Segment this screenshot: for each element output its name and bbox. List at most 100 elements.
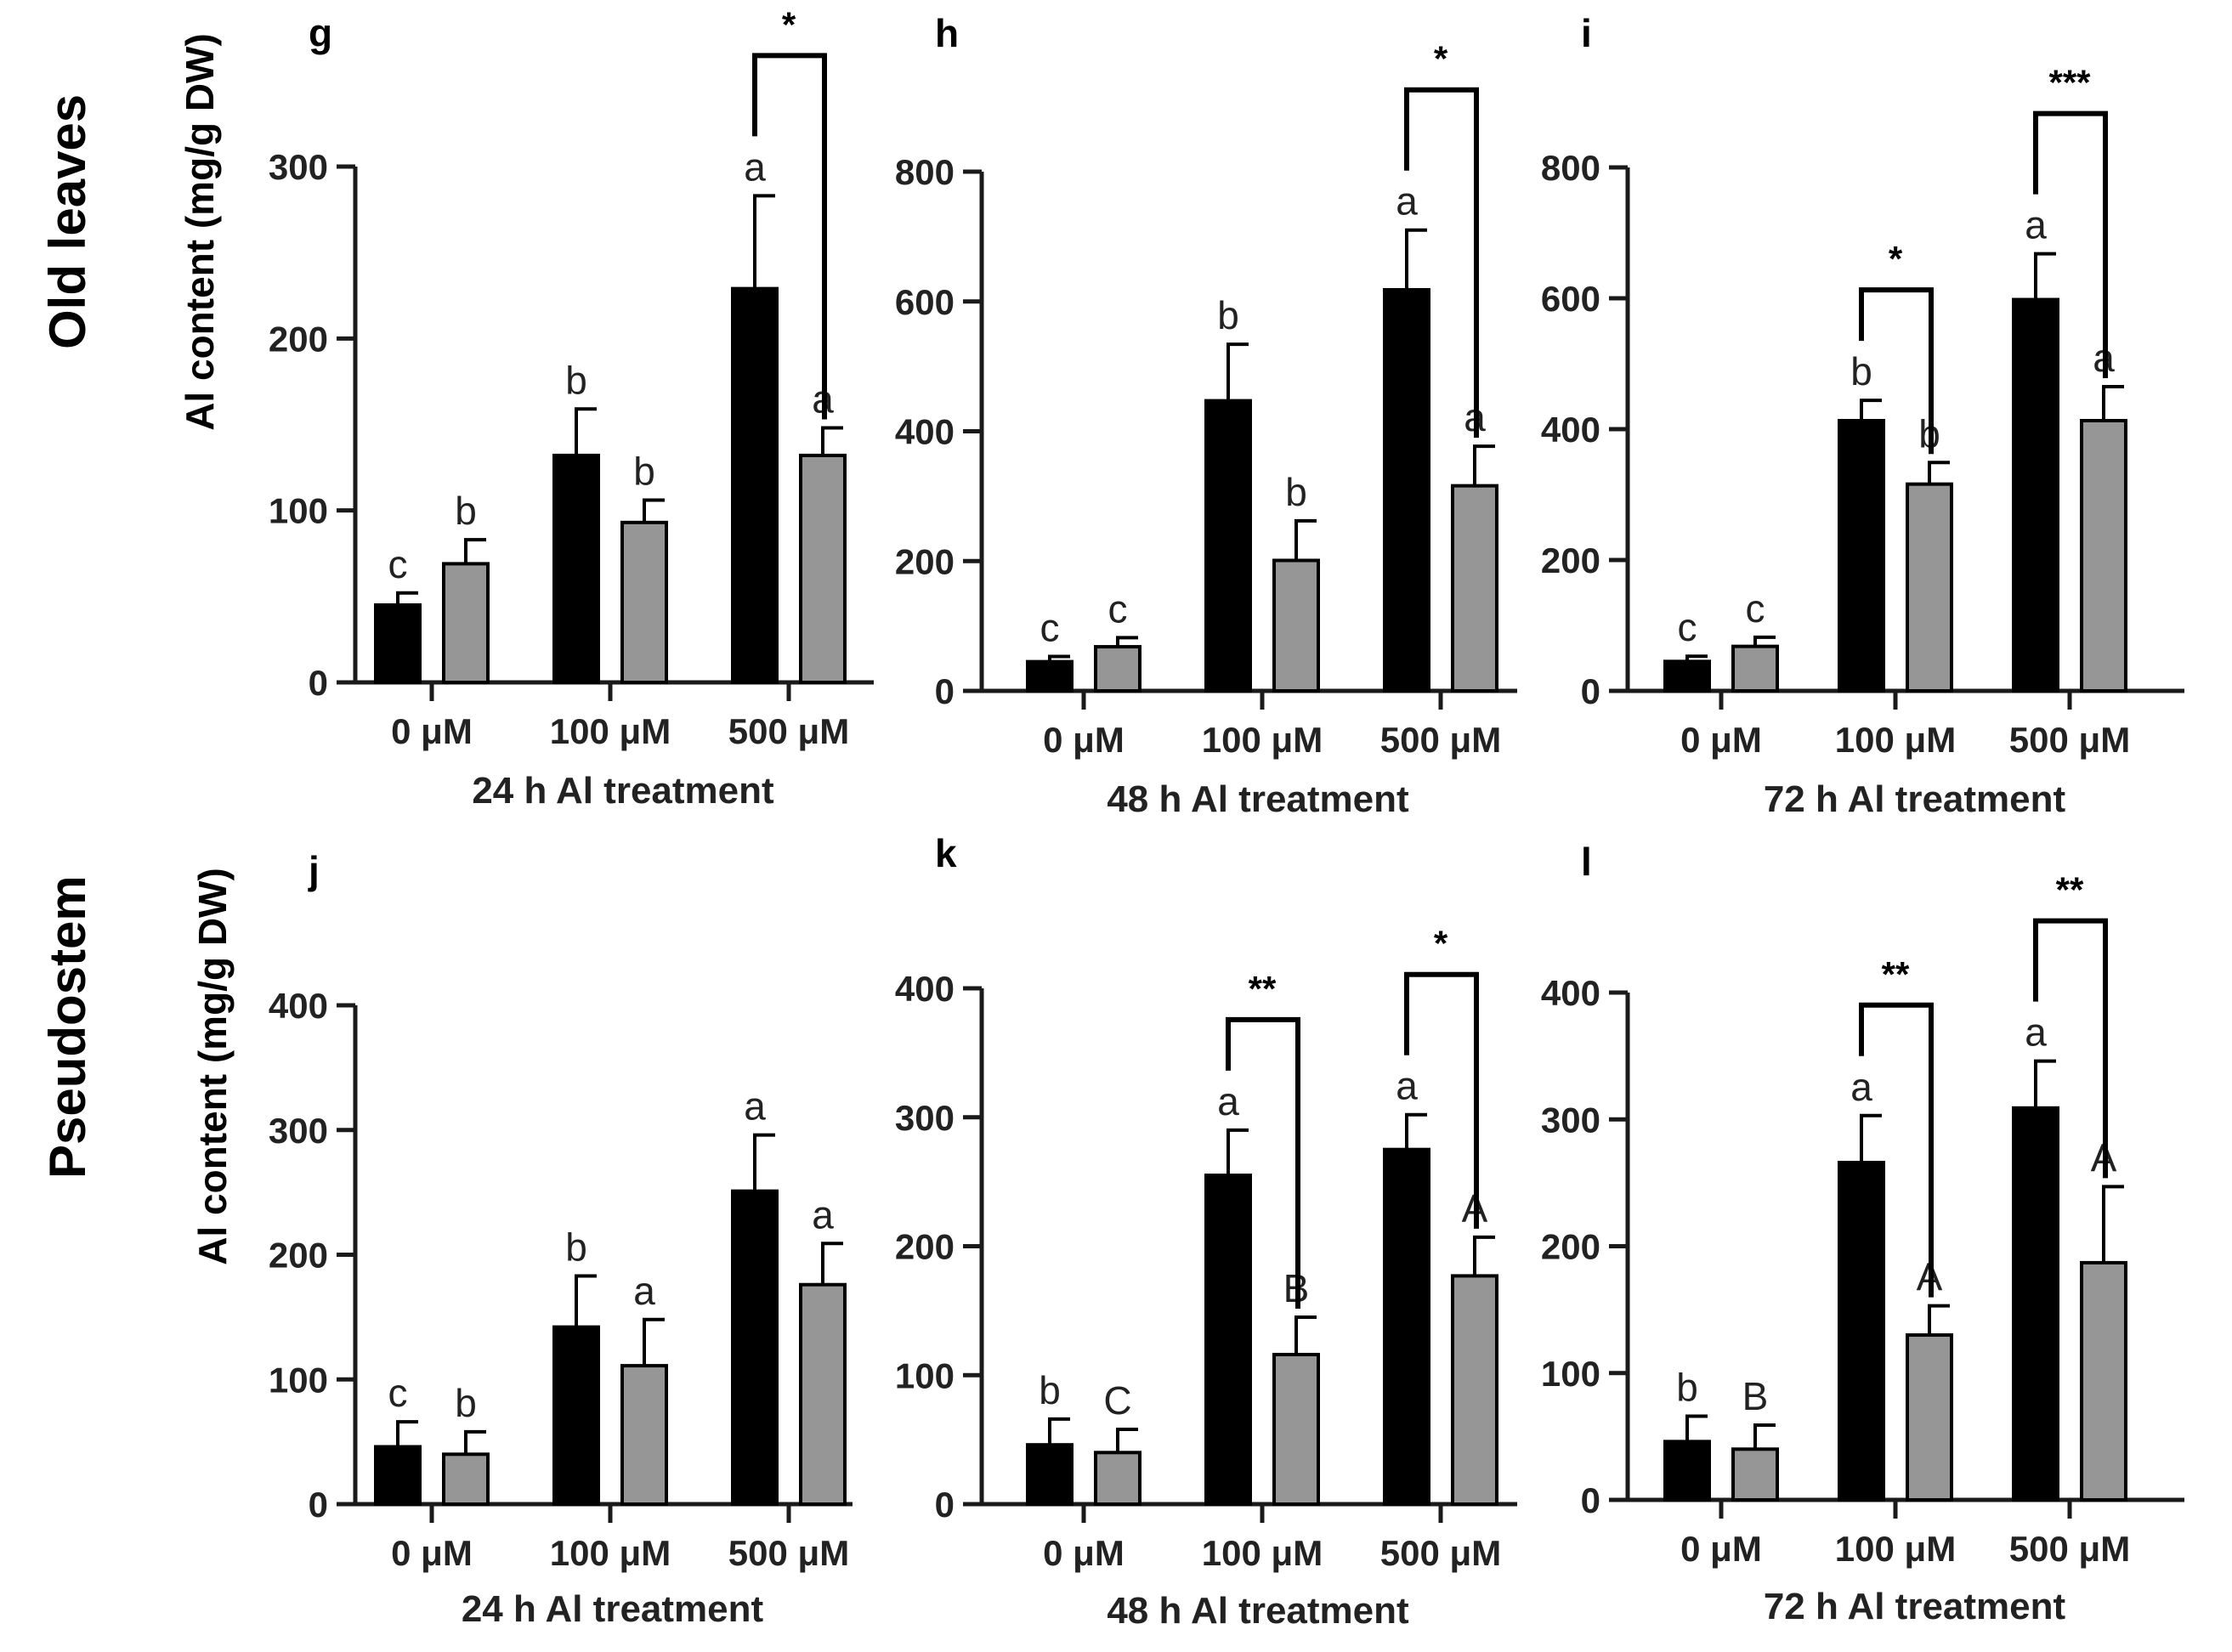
panel-h-bar-1-1 [1272, 558, 1320, 693]
panel-k-x-axis-title: 48 h Al treatment [1107, 1590, 1409, 1632]
panel-l-sig-letter-0-2: a [2025, 1010, 2047, 1055]
panel-j-bar-0-1 [552, 1325, 600, 1506]
panel-l-bar-1-1 [1906, 1332, 1953, 1502]
panel-h-bar-0-0 [1026, 659, 1074, 693]
panel-i-bracket-0 [1859, 287, 1934, 455]
panel-h-bracket-label-0: * [1434, 39, 1448, 79]
panel-i-x-tick-label-0: 0 μM [1680, 720, 1762, 760]
panel-l-sig-letter-1-0: B [1742, 1374, 1769, 1418]
panel-l-bracket-label-1: ** [2056, 870, 2084, 910]
panel-k-sig-letter-0-1: a [1217, 1079, 1239, 1123]
panel-i-bracket-label-1: *** [2048, 63, 2091, 103]
panel-h-sig-letter-1-0: c [1108, 586, 1128, 631]
panel-j-letter: j [308, 848, 320, 892]
panel-j-sig-letter-0-2: a [744, 1084, 766, 1129]
panel-h-x-tick-label-2: 500 μM [1380, 720, 1501, 760]
panel-i-letter: i [1581, 11, 1592, 55]
panel-h-sig-letter-0-0: c [1040, 606, 1060, 650]
panel-l-bar-1-0 [1731, 1447, 1779, 1502]
panel-l-letter: l [1581, 840, 1592, 884]
panel-g-x-tick-label-2: 500 μM [728, 711, 849, 751]
panel-l-x-tick-label-0: 0 μM [1680, 1529, 1762, 1569]
panel-j-sig-letter-0-0: c [388, 1371, 408, 1415]
panel-h-y-tick-label-2: 400 [895, 412, 955, 452]
panel-g-bar-0-1 [552, 453, 600, 684]
panel-k-sig-letter-1-0: C [1103, 1378, 1131, 1423]
panel-g-x-tick-label-0: 0 μM [391, 711, 473, 751]
panel-j-sig-letter-1-0: b [455, 1381, 477, 1425]
panel-l-sig-letter-0-0: b [1676, 1365, 1698, 1409]
panel-l-y-tick-label-0: 0 [1581, 1480, 1600, 1520]
panel-i-x-axis-title: 72 h Al treatment [1764, 778, 2066, 820]
panel-h-x-axis-title: 48 h Al treatment [1107, 778, 1409, 820]
panel-k-bar-0-1 [1204, 1174, 1252, 1506]
panel-h-y-tick-label-3: 600 [895, 282, 955, 322]
panel-h-y-tick-label-1: 200 [895, 541, 955, 581]
panel-h-y-tick-label-0: 0 [935, 671, 955, 711]
panel-h-y-tick-label-4: 800 [895, 152, 955, 192]
panel-k-bracket-label-1: * [1434, 924, 1448, 964]
panel-i-bar-1-0 [1731, 644, 1779, 693]
panel-g-sig-letter-0-2: a [744, 144, 766, 189]
panel-g-y-tick-label-3: 300 [269, 147, 328, 187]
panel-i-bar-1-2 [2080, 418, 2127, 693]
panel-h-bar-1-0 [1094, 645, 1141, 693]
panel-k-y-tick-label-4: 400 [895, 969, 955, 1009]
panel-h-sig-letter-1-1: b [1285, 470, 1307, 514]
panel-l-bar-0-1 [1838, 1160, 1885, 1502]
panel-k-y-tick-label-2: 200 [895, 1227, 955, 1267]
panel-j-y-tick-label-2: 200 [269, 1236, 328, 1276]
panel-i-sig-letter-0-2: a [2025, 203, 2047, 247]
panel-h-letter: h [935, 11, 959, 55]
panel-g-y-tick-label-1: 100 [269, 491, 328, 531]
panel-j-sig-letter-1-2: a [812, 1192, 834, 1236]
panel-l-y-tick-label-3: 300 [1541, 1100, 1600, 1140]
panel-l-x-tick-label-2: 500 μM [2009, 1529, 2130, 1569]
panel-g-bar-0-0 [374, 603, 422, 685]
panel-k-y-tick-label-1: 100 [895, 1355, 955, 1395]
panel-l-bar-0-2 [2012, 1106, 2059, 1502]
panel-i-y-tick-label-4: 800 [1541, 148, 1600, 188]
panel-k-x-tick-label-0: 0 μM [1043, 1533, 1124, 1573]
panel-h-bar-1-2 [1451, 484, 1498, 693]
panel-i-bar-0-2 [2012, 297, 2059, 693]
panel-j-y-tick-label-4: 400 [269, 986, 328, 1026]
panel-h-bracket-0 [1404, 87, 1479, 438]
panel-g-bar-1-0 [442, 562, 490, 685]
panel-k-bar-0-0 [1026, 1443, 1074, 1506]
panel-g-sig-letter-1-1: b [633, 450, 655, 494]
panel-k-bracket-label-0: ** [1249, 969, 1277, 1009]
panel-g-sig-letter-0-0: c [388, 542, 408, 586]
panel-h-sig-letter-0-1: b [1217, 293, 1239, 337]
panel-k-bracket-0 [1226, 1016, 1300, 1309]
panel-j-bar-1-1 [620, 1364, 668, 1507]
panel-g-bar-0-2 [731, 286, 779, 684]
panel-g-bracket-label-0: * [782, 4, 796, 44]
panel-k-x-tick-label-1: 100 μM [1202, 1533, 1323, 1573]
panel-l-bar-1-2 [2080, 1260, 2127, 1502]
panel-i-y-tick-label-2: 400 [1541, 410, 1600, 450]
panel-l-bracket-1 [2033, 918, 2108, 1179]
panel-i-bar-0-1 [1838, 418, 1885, 693]
panel-i-bracket-label-0: * [1889, 239, 1903, 279]
panel-h-bar-0-1 [1204, 399, 1252, 693]
panel-k-y-tick-label-0: 0 [935, 1485, 955, 1525]
panel-j-sig-letter-1-1: a [633, 1269, 655, 1313]
panel-k-bar-1-1 [1272, 1352, 1320, 1506]
panel-g-sig-letter-1-0: b [455, 489, 477, 533]
panel-k-bar-0-2 [1383, 1147, 1430, 1506]
panel-i-bracket-1 [2033, 110, 2108, 378]
panel-j-y-tick-label-0: 0 [309, 1485, 328, 1525]
panel-g-x-axis-title: 24 h Al treatment [472, 770, 774, 812]
panel-j-bar-0-0 [374, 1445, 422, 1506]
panel-j-x-tick-label-2: 500 μM [728, 1533, 849, 1573]
panel-l-sig-letter-0-1: a [1850, 1065, 1872, 1109]
panel-h-x-tick-label-0: 0 μM [1043, 720, 1124, 760]
panel-g-x-tick-label-1: 100 μM [550, 711, 671, 751]
panel-l-y-tick-label-1: 100 [1541, 1354, 1600, 1394]
panel-g-bar-1-1 [620, 520, 668, 685]
panel-k-letter: k [935, 831, 957, 875]
panel-j-y-tick-label-1: 100 [269, 1360, 328, 1400]
panel-h-sig-letter-0-2: a [1396, 179, 1418, 223]
